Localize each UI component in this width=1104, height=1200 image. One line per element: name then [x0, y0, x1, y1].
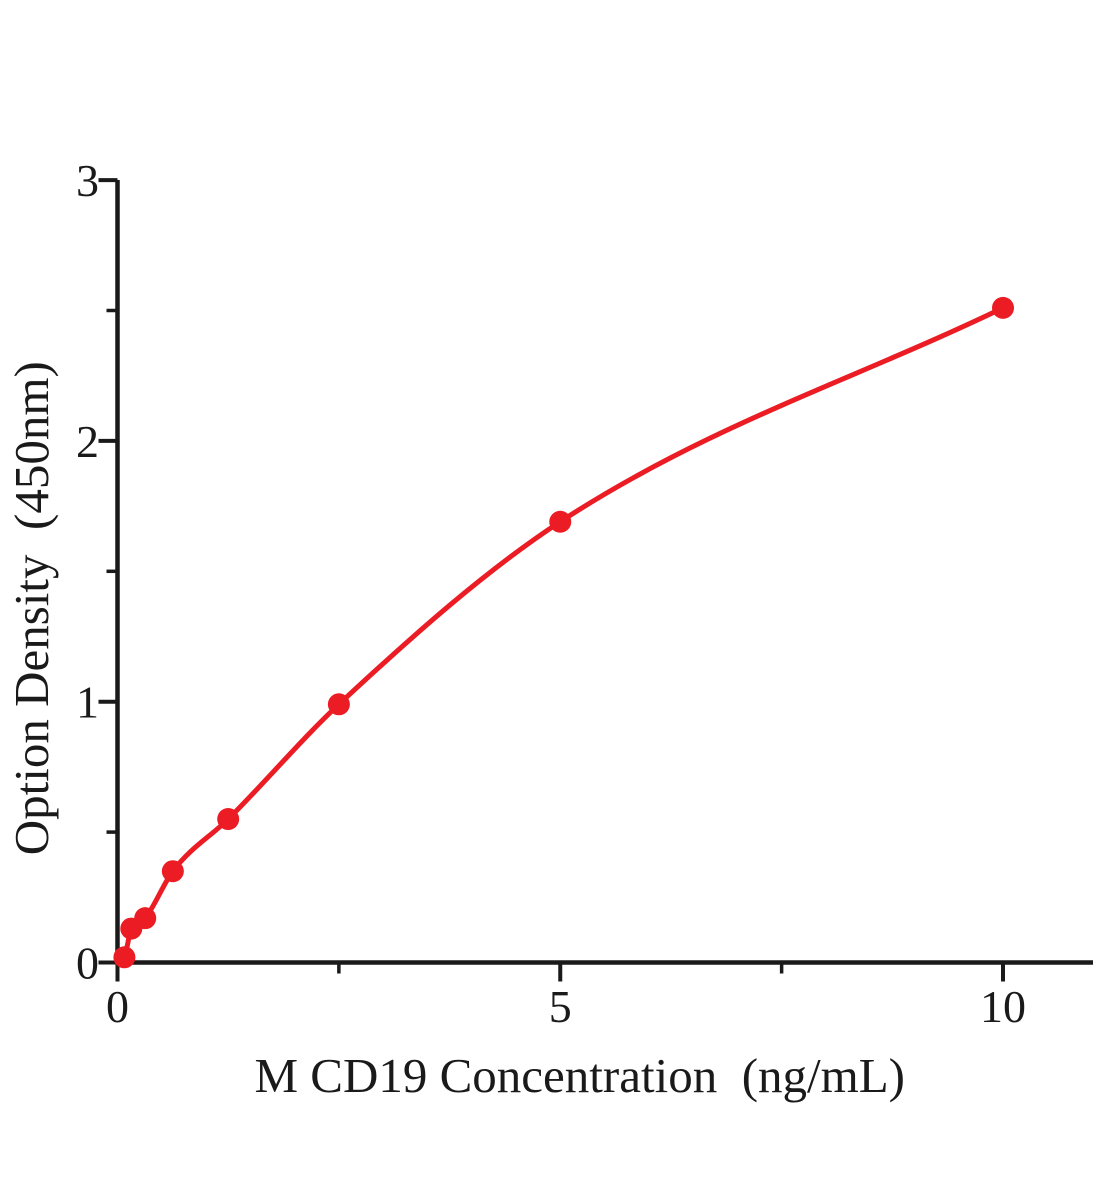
- data-point: [113, 946, 136, 969]
- y-axis-label: Option Density (450nm): [4, 337, 59, 856]
- x-tick-label: 5: [549, 981, 572, 1032]
- data-point: [134, 907, 157, 930]
- data-point: [327, 693, 350, 716]
- y-tick-label: 2: [76, 416, 99, 467]
- x-tick-label: 0: [106, 981, 129, 1032]
- x-tick-label: 10: [980, 981, 1026, 1032]
- standard-curve-line: [115, 305, 1006, 965]
- data-point: [549, 510, 572, 533]
- plot-area: 0 5 10 0 1 2 3: [76, 155, 1093, 1032]
- y-tick-label: 1: [76, 677, 99, 728]
- x-axis-label: M CD19 Concentration (ng/mL): [254, 1048, 929, 1103]
- data-point: [217, 808, 240, 831]
- y-tick-label: 0: [76, 938, 99, 989]
- y-tick-label: 3: [76, 155, 99, 206]
- data-point: [161, 860, 184, 883]
- data-point: [992, 296, 1014, 319]
